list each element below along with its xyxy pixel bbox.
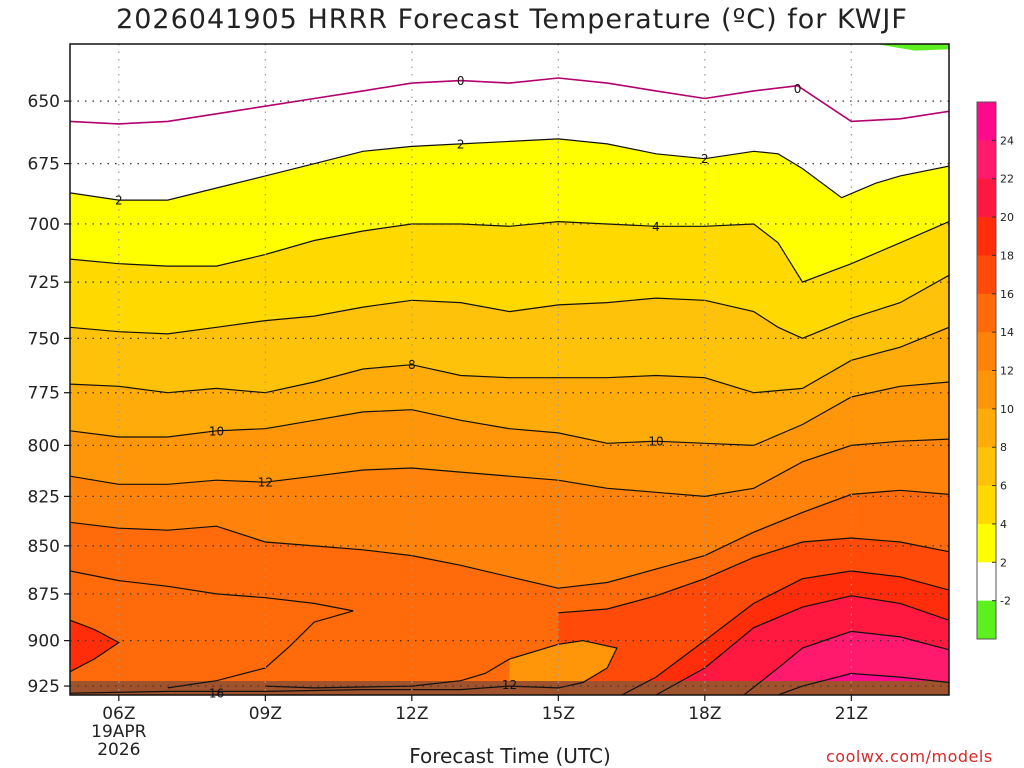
y-tick-label-825: 825 <box>28 487 60 507</box>
colorbar-seg-11 <box>977 523 996 563</box>
y-tick-label-925: 925 <box>28 677 60 697</box>
contour-8 <box>70 326 949 394</box>
contour-18 <box>70 619 120 673</box>
colorbar-label-2: 2 <box>1000 556 1007 569</box>
contour-label-5: 4 <box>652 220 660 234</box>
colorbar-label-20: 20 <box>1000 211 1014 224</box>
x-tick-label-09Z: 09Z <box>249 704 282 724</box>
colorbar-seg-2 <box>977 178 996 218</box>
y-tick-label-700: 700 <box>28 215 60 235</box>
y-tick-label-775: 775 <box>28 384 60 404</box>
contour-22 <box>743 630 949 695</box>
contour-18 <box>621 570 949 695</box>
contour-label-4: 2 <box>701 152 709 166</box>
colorbar-seg-8 <box>977 408 996 448</box>
x-date-label-1: 2026 <box>97 740 140 760</box>
colorbar-seg-7 <box>977 370 996 410</box>
contour-16 <box>70 570 354 689</box>
x-tick-label-21Z: 21Z <box>835 704 868 724</box>
contour-label-1: 0 <box>794 82 802 96</box>
colorbar-label--2: -2 <box>1000 595 1011 608</box>
y-tick-label-650: 650 <box>28 92 60 112</box>
contour-label-8: 10 <box>648 435 663 449</box>
colorbar-label-12: 12 <box>1000 365 1014 378</box>
contour-label-3: 2 <box>457 137 465 151</box>
region-1 <box>70 620 119 672</box>
contour-labels: 0 0 2 2 2 4 8 10 10 12 12 16 <box>115 74 802 701</box>
contour-label-0: 0 <box>457 74 465 88</box>
contour-14 <box>70 639 618 694</box>
contour-label-9: 12 <box>258 476 273 490</box>
colorbar-label-22: 22 <box>1000 173 1014 186</box>
contour-label-11: 16 <box>209 687 224 701</box>
colorbar-label-16: 16 <box>1000 288 1014 301</box>
contour-label-10: 12 <box>502 678 517 692</box>
colorbar-seg-12 <box>977 562 996 602</box>
x-tick-label-18Z: 18Z <box>688 704 721 724</box>
contour-14 <box>70 489 949 589</box>
colorbar-label-24: 24 <box>1000 134 1014 147</box>
region-0 <box>875 44 949 51</box>
plot-frame <box>69 43 950 696</box>
contour-24 <box>777 672 949 695</box>
contour-6 <box>70 274 949 339</box>
colorbar-seg-0 <box>977 102 996 141</box>
colorbar: 24 22 20 18 16 14 12 10 8 6 4 2 -2 <box>976 101 1014 640</box>
colorbar-label-14: 14 <box>1000 326 1014 339</box>
x-tick-label-06Z: 06Z <box>102 704 135 724</box>
y-tick-label-725: 725 <box>28 273 60 293</box>
colorbar-seg-13 <box>977 600 996 640</box>
contour-4 <box>70 220 949 283</box>
contour-2 <box>70 138 949 201</box>
colorbar-label-8: 8 <box>1000 441 1007 454</box>
colorbar-seg-5 <box>977 293 996 333</box>
contour-label-2: 2 <box>115 194 123 208</box>
x-tick-label-12Z: 12Z <box>395 704 428 724</box>
contour-10 <box>70 381 949 447</box>
x-date-label-0: 19APR <box>91 722 147 742</box>
colorbar-label-10: 10 <box>1000 403 1014 416</box>
temperature-bands <box>70 44 949 695</box>
colorbar-seg-1 <box>977 140 996 180</box>
contour-label-7: 10 <box>209 424 224 438</box>
colorbar-label-18: 18 <box>1000 249 1014 262</box>
colorbar-label-6: 6 <box>1000 480 1007 493</box>
x-tick-label-15Z: 15Z <box>542 704 575 724</box>
x-axis-label: Forecast Time (UTC) <box>409 744 611 768</box>
y-tick-label-875: 875 <box>28 585 60 605</box>
contour-12 <box>70 438 949 498</box>
y-tick-label-850: 850 <box>28 537 60 557</box>
colorbar-seg-3 <box>977 217 996 256</box>
colorbar-seg-10 <box>977 485 996 525</box>
contour-0 <box>70 77 949 125</box>
region-2 <box>509 640 617 688</box>
y-tick-label-900: 900 <box>28 632 60 652</box>
y-tick-label-675: 675 <box>28 155 60 175</box>
y-tick-label-750: 750 <box>28 329 60 349</box>
credit-link[interactable]: coolwx.com/models <box>826 747 993 766</box>
colorbar-seg-4 <box>977 255 996 295</box>
colorbar-label-4: 4 <box>1000 518 1007 531</box>
colorbar-seg-9 <box>977 447 996 487</box>
contour-16 <box>558 537 949 614</box>
contour-lines <box>70 77 949 695</box>
y-tick-label-800: 800 <box>28 436 60 456</box>
contour-label-6: 8 <box>408 358 416 372</box>
chart-title: 2026041905 HRRR Forecast Temperature (ºC… <box>116 4 908 35</box>
colorbar-seg-6 <box>977 332 996 371</box>
